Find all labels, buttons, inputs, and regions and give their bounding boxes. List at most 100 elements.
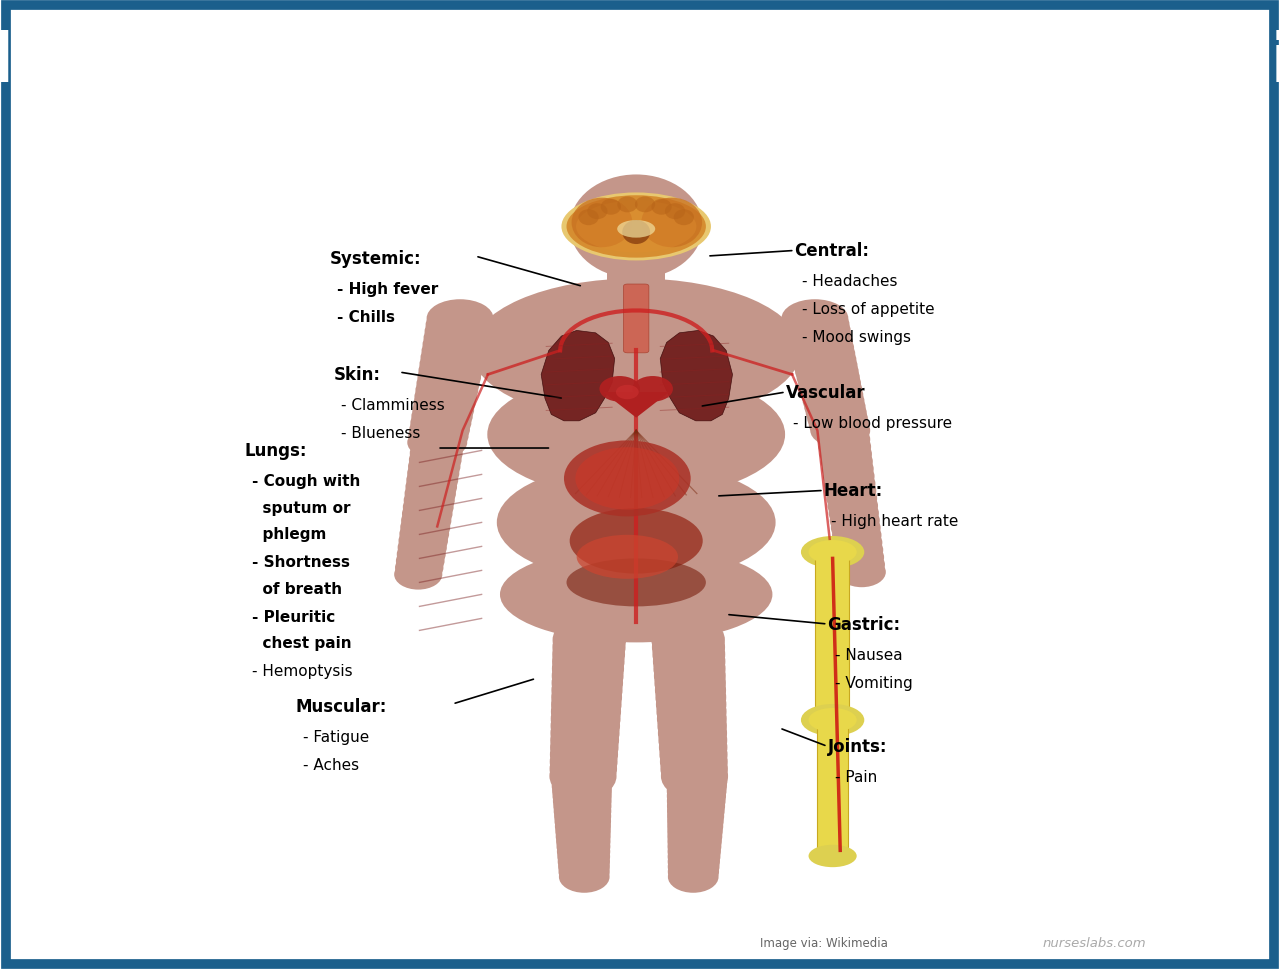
Ellipse shape bbox=[658, 702, 727, 750]
Ellipse shape bbox=[408, 443, 462, 477]
Ellipse shape bbox=[599, 376, 640, 401]
Text: - High fever: - High fever bbox=[337, 282, 438, 297]
Ellipse shape bbox=[415, 379, 477, 415]
Ellipse shape bbox=[557, 829, 611, 863]
Ellipse shape bbox=[500, 547, 772, 642]
Ellipse shape bbox=[556, 808, 611, 844]
Ellipse shape bbox=[552, 629, 625, 679]
Ellipse shape bbox=[652, 614, 724, 666]
Ellipse shape bbox=[800, 371, 863, 407]
Ellipse shape bbox=[556, 814, 611, 849]
Ellipse shape bbox=[819, 438, 872, 471]
Ellipse shape bbox=[803, 383, 864, 419]
Ellipse shape bbox=[805, 395, 867, 430]
Text: - Loss of appetite: - Loss of appetite bbox=[803, 302, 934, 318]
Text: of breath: of breath bbox=[252, 581, 342, 597]
Ellipse shape bbox=[659, 731, 727, 778]
Ellipse shape bbox=[401, 512, 451, 543]
Ellipse shape bbox=[668, 845, 719, 878]
Ellipse shape bbox=[667, 808, 723, 844]
Ellipse shape bbox=[559, 860, 609, 892]
Ellipse shape bbox=[406, 464, 458, 496]
Text: Systemic:: Systemic: bbox=[329, 250, 421, 268]
Ellipse shape bbox=[667, 782, 726, 820]
Ellipse shape bbox=[667, 803, 723, 839]
Ellipse shape bbox=[808, 401, 868, 436]
Ellipse shape bbox=[835, 535, 883, 565]
Ellipse shape bbox=[826, 475, 877, 507]
Ellipse shape bbox=[549, 753, 617, 799]
Ellipse shape bbox=[425, 306, 492, 344]
Ellipse shape bbox=[787, 324, 852, 360]
Polygon shape bbox=[541, 330, 614, 421]
Ellipse shape bbox=[552, 762, 612, 800]
Ellipse shape bbox=[426, 299, 494, 337]
Ellipse shape bbox=[667, 793, 724, 829]
Text: phlegm: phlegm bbox=[252, 527, 326, 543]
Ellipse shape bbox=[397, 539, 445, 570]
Ellipse shape bbox=[667, 762, 727, 800]
Ellipse shape bbox=[421, 332, 486, 370]
Ellipse shape bbox=[660, 753, 728, 799]
Ellipse shape bbox=[632, 376, 673, 401]
Ellipse shape bbox=[832, 519, 882, 550]
Ellipse shape bbox=[552, 666, 622, 715]
Ellipse shape bbox=[552, 772, 612, 810]
Ellipse shape bbox=[668, 834, 721, 868]
Ellipse shape bbox=[553, 777, 612, 815]
Ellipse shape bbox=[576, 448, 680, 510]
Text: - Pain: - Pain bbox=[835, 770, 877, 786]
Ellipse shape bbox=[667, 829, 722, 863]
FancyBboxPatch shape bbox=[6, 5, 1274, 964]
Ellipse shape bbox=[396, 546, 444, 577]
Ellipse shape bbox=[407, 425, 467, 459]
Text: - Clamminess: - Clamminess bbox=[340, 398, 444, 414]
Ellipse shape bbox=[399, 518, 449, 549]
Ellipse shape bbox=[654, 658, 726, 707]
Ellipse shape bbox=[564, 441, 691, 516]
Text: Image via: Wikimedia: Image via: Wikimedia bbox=[760, 937, 888, 951]
Text: chest pain: chest pain bbox=[252, 636, 352, 651]
Ellipse shape bbox=[667, 772, 727, 810]
Ellipse shape bbox=[553, 788, 612, 825]
Ellipse shape bbox=[654, 651, 726, 701]
Ellipse shape bbox=[407, 457, 460, 489]
Ellipse shape bbox=[641, 198, 703, 247]
Ellipse shape bbox=[422, 326, 488, 363]
Ellipse shape bbox=[411, 405, 471, 440]
Ellipse shape bbox=[831, 512, 881, 544]
Text: - Aches: - Aches bbox=[303, 759, 360, 773]
Ellipse shape bbox=[668, 840, 721, 873]
Ellipse shape bbox=[657, 687, 727, 735]
Ellipse shape bbox=[667, 819, 722, 854]
Ellipse shape bbox=[809, 708, 856, 732]
Text: Central:: Central: bbox=[795, 242, 869, 261]
Ellipse shape bbox=[579, 209, 599, 225]
Ellipse shape bbox=[401, 505, 452, 537]
Ellipse shape bbox=[785, 311, 851, 349]
Ellipse shape bbox=[558, 851, 609, 883]
Ellipse shape bbox=[550, 731, 618, 778]
Ellipse shape bbox=[809, 540, 856, 564]
Ellipse shape bbox=[550, 702, 620, 750]
Ellipse shape bbox=[420, 346, 484, 383]
Ellipse shape bbox=[552, 658, 623, 707]
Ellipse shape bbox=[424, 319, 489, 357]
Ellipse shape bbox=[658, 716, 727, 765]
Ellipse shape bbox=[558, 845, 611, 878]
Ellipse shape bbox=[836, 542, 884, 573]
Ellipse shape bbox=[818, 430, 872, 463]
Ellipse shape bbox=[817, 422, 870, 456]
Ellipse shape bbox=[653, 643, 726, 694]
Text: Heart:: Heart: bbox=[824, 483, 883, 500]
Ellipse shape bbox=[411, 398, 472, 434]
Ellipse shape bbox=[553, 622, 626, 672]
Text: - Vomiting: - Vomiting bbox=[835, 676, 913, 691]
Text: Lungs:: Lungs: bbox=[244, 443, 307, 460]
Ellipse shape bbox=[622, 220, 650, 244]
Ellipse shape bbox=[471, 278, 801, 422]
Ellipse shape bbox=[419, 353, 483, 389]
Text: - Hemoptysis: - Hemoptysis bbox=[252, 664, 353, 679]
Ellipse shape bbox=[794, 347, 858, 384]
Ellipse shape bbox=[796, 359, 860, 395]
